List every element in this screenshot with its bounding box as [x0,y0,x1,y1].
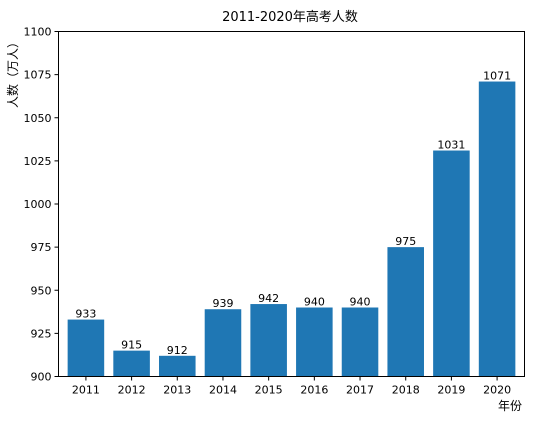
x-tick-label: 2020 [483,384,511,397]
bar-value-label: 933 [75,308,96,321]
plot-frame [58,31,525,377]
chart-title: 2011-2020年高考人数 [222,9,358,25]
y-tick-label: 950 [31,284,52,297]
bar-value-label: 915 [121,339,142,352]
x-tick-label: 2012 [118,384,146,397]
bar-2012 [113,350,150,377]
y-tick-label: 925 [31,327,52,340]
bar-value-label: 940 [350,296,371,309]
bar-value-label: 912 [167,344,188,357]
bar-2020 [478,81,516,377]
bar-2011 [67,319,105,377]
x-tick-label: 2014 [209,384,237,397]
bar-2018 [387,247,424,377]
x-axis-label: 年份 [498,399,522,413]
bar-2019 [433,150,470,377]
y-axis: 900 925 950 975 1000 1025 1050 1075 1100 [24,26,59,384]
bar-2016 [296,307,333,377]
y-tick-label: 1050 [24,112,52,125]
bar-labels-group: 933 915 912 939 942 940 940 975 1031 1071 [75,70,511,357]
y-tick-label: 1025 [24,155,52,168]
x-tick-label: 2017 [346,384,374,397]
bar-value-label: 939 [212,297,233,310]
x-axis: 2011 2012 2013 2014 2015 2016 2017 2018 2019 2020 [72,376,511,397]
bar-value-label: 975 [395,235,416,248]
bar-2017 [341,307,379,377]
bar-2015 [250,304,287,377]
x-tick-label: 2016 [300,384,328,397]
y-axis-label: 人数（万人） [5,36,20,108]
x-tick-label: 2011 [72,384,100,397]
x-tick-label: 2015 [255,384,283,397]
y-tick-label: 1075 [24,69,52,82]
x-tick-label: 2018 [392,384,420,397]
bar-2014 [204,309,242,377]
bar-value-label: 940 [304,296,325,309]
y-tick-label: 975 [31,241,52,254]
bar-value-label: 1031 [437,139,465,152]
bars-group [67,81,516,377]
y-tick-label: 1000 [24,198,52,211]
x-tick-label: 2019 [437,384,465,397]
bar-2013 [159,355,196,377]
x-tick-label: 2013 [163,384,191,397]
bar-value-label: 1071 [483,70,511,83]
bar-value-label: 942 [258,292,279,305]
y-tick-label: 900 [31,371,52,384]
y-tick-label: 1100 [24,26,52,39]
